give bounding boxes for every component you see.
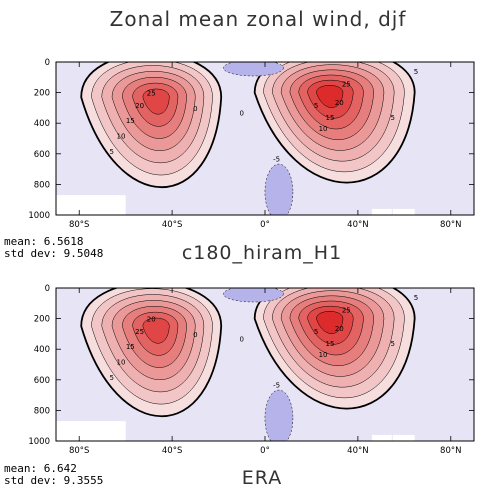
x-tick-label: 0° [260,220,270,230]
contour-sh-level-6 [142,88,170,115]
figure-title: Zonal mean zonal wind, djf [110,7,407,31]
y-tick-label: 400 [34,345,50,355]
contour-label: 15 [126,117,135,125]
contour-label: 5 [414,68,418,76]
terrain-mask-1 [371,208,392,215]
contour-nh-level-7 [316,311,344,334]
contour-sh-level-6 [142,317,170,344]
contour-label: 5 [109,148,113,156]
y-tick-label: 0 [45,58,50,68]
x-tick-label: 40°N [347,446,368,456]
y-tick-label: 200 [34,315,50,325]
upper-easterly-patch [223,288,284,303]
contour-label: 20 [335,325,344,333]
contour-label: 5 [314,328,318,336]
stat-std-dev: std dev: 9.5048 [4,247,103,260]
y-tick-label: 600 [34,376,50,386]
stat-mean: mean: 6.5618 [4,235,83,248]
contour-label: 0 [193,105,197,113]
x-tick-label: 40°S [162,220,182,230]
y-tick-label: 800 [34,406,50,416]
terrain-mask-2 [392,434,415,441]
y-tick-label: 1000 [28,211,50,221]
contour-label: 10 [319,125,328,133]
y-tick-label: 200 [34,89,50,99]
x-tick-label: 80°S [69,446,89,456]
contour-label: 5 [390,114,394,122]
x-tick-label: 40°S [162,446,182,456]
contour-label: 10 [117,133,126,141]
antarctic-mask [56,195,126,215]
contour-label: 5 [390,340,394,348]
contour-label: 20 [135,102,144,110]
contour-label: 15 [326,340,335,348]
contour-label: 10 [319,351,328,359]
contour-label: 0 [193,331,197,339]
terrain-mask-1 [371,434,392,441]
terrain-mask-2 [392,208,415,215]
y-tick-label: 0 [45,284,50,294]
lower-easterly-patch [264,163,294,215]
panel-2: 2025151050-55101520255500200400600800100… [4,284,475,489]
contour-label: 5 [314,102,318,110]
panel-1: 2520151050-55101520255500200400600800100… [4,58,475,264]
contour-label: 10 [117,359,126,367]
lower-easterly-patch [264,389,294,441]
contour-label: 0 [240,336,244,344]
contour-nh-level-7 [316,85,344,108]
x-tick-label: 40°N [347,220,368,230]
contour-label: 25 [342,306,351,314]
stat-mean: mean: 6.642 [4,462,77,475]
contour-label: -5 [273,155,280,163]
contour-label: 5 [109,374,113,382]
x-tick-label: 80°N [440,446,461,456]
panel-title: ERA [242,467,282,489]
upper-easterly-patch [223,62,284,77]
x-tick-label: 0° [260,446,270,456]
y-tick-label: 1000 [28,437,50,447]
y-tick-label: 800 [34,180,50,190]
x-tick-label: 80°N [440,220,461,230]
stat-std-dev: std dev: 9.3555 [4,474,103,487]
x-tick-label: 80°S [69,220,89,230]
contour-label: -5 [273,381,280,389]
contour-label: 25 [135,328,144,336]
contour-label: 15 [126,343,135,351]
contour-label: 5 [414,294,418,302]
y-tick-label: 600 [34,150,50,160]
antarctic-mask [56,421,126,441]
contour-label: 20 [147,316,156,324]
contour-label: 20 [335,99,344,107]
panel-title: c180_hiram_H1 [182,242,342,264]
contour-label: 25 [342,80,351,88]
contour-label: 0 [240,110,244,118]
contour-label: 25 [147,90,156,98]
contour-label: 15 [326,114,335,122]
y-tick-label: 400 [34,119,50,129]
